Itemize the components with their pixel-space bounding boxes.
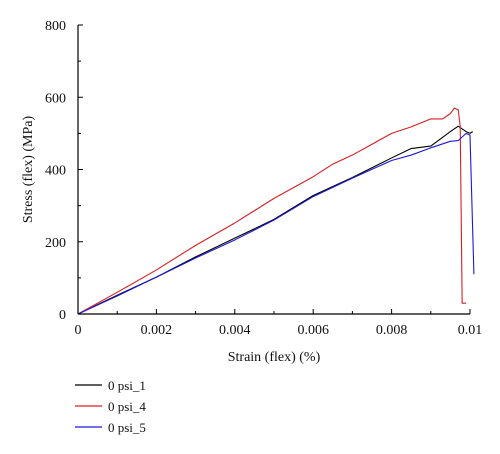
y-tick-label: 400 [45, 164, 66, 179]
y-tick-label: 600 [45, 91, 66, 106]
x-tick-label: 0.01 [458, 323, 483, 338]
legend: 0 psi_1 0 psi_4 0 psi_5 [75, 378, 146, 435]
y-tick-label: 800 [45, 19, 66, 34]
legend-label-2: 0 psi_4 [108, 399, 146, 414]
x-tick-label: 0 [75, 323, 82, 338]
y-tick-label: 200 [45, 236, 66, 251]
series-line-2 [77, 107, 467, 315]
y-tick-label: 0 [59, 308, 66, 323]
x-tick-label: 0.006 [297, 323, 329, 338]
x-tick-label: 0.008 [376, 323, 408, 338]
y-axis-title: Stress (flex) (MPa) [21, 116, 36, 224]
series-layer [77, 107, 475, 315]
legend-label-1: 0 psi_1 [108, 378, 146, 393]
x-tick-label: 0.002 [141, 323, 173, 338]
x-tick-label: 0.004 [219, 323, 251, 338]
axes-layer: 0 0.002 0.004 0.006 0.008 0.01 0 200 400 600 800 [45, 19, 482, 338]
legend-label-3: 0 psi_5 [108, 420, 146, 435]
series-line-3 [77, 132, 475, 315]
x-axis-title: Strain (flex) (%) [228, 350, 321, 365]
